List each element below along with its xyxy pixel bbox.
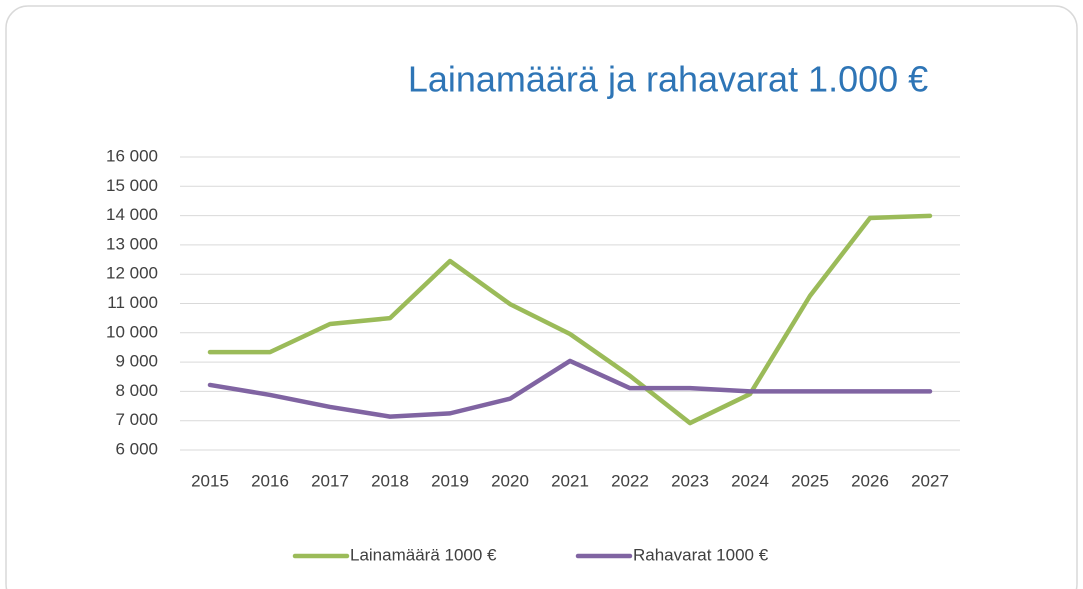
y-tick-label: 13 000 xyxy=(106,234,158,253)
series-line xyxy=(207,213,933,426)
x-tick-label: 2018 xyxy=(371,471,409,490)
y-tick-label: 6 000 xyxy=(115,439,158,458)
y-tick-label: 14 000 xyxy=(106,205,158,224)
legend-label: Rahavarat 1000 € xyxy=(633,545,769,564)
y-tick-label: 12 000 xyxy=(106,264,158,283)
x-tick-label: 2016 xyxy=(251,471,289,490)
x-tick-label: 2015 xyxy=(191,471,229,490)
x-tick-label: 2019 xyxy=(431,471,469,490)
y-tick-label: 8 000 xyxy=(115,381,158,400)
x-tick-label: 2023 xyxy=(671,471,709,490)
chart-title: Lainamäärä ja rahavarat 1.000 € xyxy=(408,59,928,100)
y-tick-label: 15 000 xyxy=(106,176,158,195)
legend-label: Lainamäärä 1000 € xyxy=(350,545,497,564)
x-tick-label: 2020 xyxy=(491,471,529,490)
x-tick-label: 2025 xyxy=(791,471,829,490)
x-tick-label: 2017 xyxy=(311,471,349,490)
y-tick-label: 7 000 xyxy=(115,410,158,429)
y-tick-label: 10 000 xyxy=(106,322,158,341)
x-tick-label: 2022 xyxy=(611,471,649,490)
y-tick-label: 9 000 xyxy=(115,352,158,371)
x-tick-label: 2024 xyxy=(731,471,769,490)
x-tick-label: 2026 xyxy=(851,471,889,490)
series-line xyxy=(207,358,933,419)
y-tick-label: 11 000 xyxy=(107,293,158,312)
chart-frame xyxy=(5,5,1078,589)
x-tick-label: 2027 xyxy=(911,471,949,490)
x-tick-label: 2021 xyxy=(551,471,589,490)
y-tick-label: 16 000 xyxy=(106,146,158,165)
